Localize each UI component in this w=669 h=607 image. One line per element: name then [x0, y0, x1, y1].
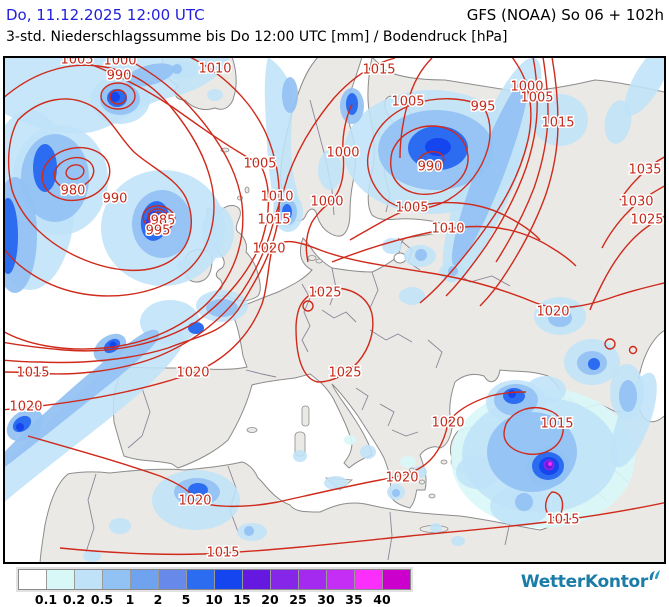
legend-box: 1 — [103, 570, 134, 607]
isobar-label: 1020 — [431, 416, 464, 431]
legend-box: 0.5 — [75, 570, 113, 607]
isobar-label: 1005 — [395, 201, 428, 216]
precipitation-legend: 0.1 0.2 0.5 1 2 5 10 15 20 25 30 35 40 — [18, 569, 411, 607]
isobar-label: 1020 — [536, 305, 569, 320]
isobar-label: 1010 — [431, 222, 464, 237]
isobar-label: 995 — [146, 224, 171, 239]
isobar-label: 1005 — [243, 157, 276, 172]
legend-box: 10 — [187, 570, 223, 607]
isobar-label: 990 — [107, 69, 132, 84]
isobar-label: 1015 — [540, 417, 573, 432]
isobar-label: 1020 — [178, 494, 211, 509]
isobar-label: 1025 — [308, 286, 341, 301]
isobar-label: 1000 — [326, 146, 359, 161]
isobar-lines — [3, 56, 666, 556]
map-frame — [3, 56, 666, 564]
weather-map: 1005 1000 990 1010 1015 1005 995 1000 1005 1015 10… — [0, 55, 669, 565]
isobar-label: 1000 — [310, 195, 343, 210]
isobar-label: 1015 — [16, 366, 49, 381]
isobar-label: 1030 — [620, 195, 653, 210]
isobar-label: 980 — [61, 184, 86, 199]
isobar-label: 1015 — [541, 116, 574, 131]
precipitation-shading — [3, 56, 666, 562]
legend-box: 5 — [159, 570, 190, 607]
isobar-label: 990 — [103, 192, 128, 207]
isobar-label: 1020 — [176, 366, 209, 381]
page-title: Do, 11.12.2025 12:00 UTC — [6, 6, 205, 24]
isobar-label: 1025 — [328, 366, 361, 381]
isobar-label: 1015 — [257, 213, 290, 228]
isobar-label: 1005 — [391, 95, 424, 110]
legend-box: 2 — [131, 570, 162, 607]
isobar-label: 1025 — [630, 213, 663, 228]
legend-box: 25 — [271, 570, 307, 607]
map-subtitle: 3-std. Niederschlagssumme bis Do 12:00 U… — [6, 29, 508, 45]
isobar-label: 995 — [471, 100, 496, 115]
legend-box: 0.2 — [47, 570, 85, 607]
isobar-label: 1010 — [198, 62, 231, 77]
isobar-label: 1015 — [206, 546, 239, 561]
isobar-label: 1015 — [546, 513, 579, 528]
legend-box: 40 — [355, 570, 391, 607]
legend-box: 15 — [215, 570, 251, 607]
isobar-label: 1015 — [362, 63, 395, 78]
legend-box: 20 — [243, 570, 279, 607]
legend-box: 35 — [327, 570, 363, 607]
isobar-label: 1005 — [520, 91, 553, 106]
wetterkontor-logo: WetterKontor — [520, 570, 661, 592]
legend-box: 30 — [299, 570, 335, 607]
isobar-label: 1000 — [103, 55, 136, 69]
wetterkontor-logo-icon — [648, 566, 661, 586]
isobar-label: 1020 — [385, 471, 418, 486]
legend-box: 0.1 — [19, 570, 57, 607]
isobar-label: 985 — [151, 214, 176, 229]
isobar-label: 1020 — [9, 400, 42, 415]
isobar-label: 990 — [418, 160, 443, 175]
wetterkontor-logo-text: WetterKontor — [520, 572, 648, 592]
isobar-label: 1005 — [60, 55, 93, 68]
isobar-label: 1020 — [252, 242, 285, 257]
isobar-label: 1035 — [628, 163, 661, 178]
legend-box — [383, 570, 410, 589]
isobar-label: 1010 — [260, 190, 293, 205]
model-run-label: GFS (NOAA) So 06 + 102h — [466, 6, 664, 24]
isobar-label: 1000 — [510, 80, 543, 95]
